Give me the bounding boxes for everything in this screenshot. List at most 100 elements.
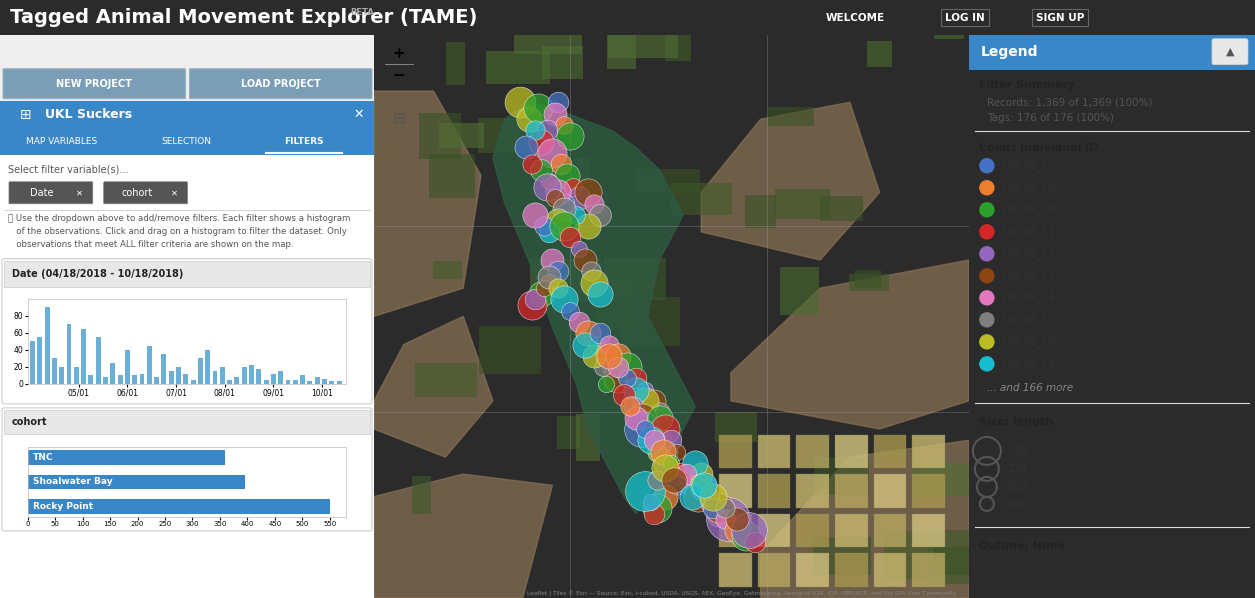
Point xyxy=(709,509,729,518)
Bar xyxy=(110,362,115,384)
Point xyxy=(525,295,545,304)
Point xyxy=(542,148,562,158)
Point xyxy=(622,402,643,411)
Text: Records: 1,369 of 1,369 (100%): Records: 1,369 of 1,369 (100%) xyxy=(986,97,1152,108)
Bar xyxy=(814,457,870,495)
Point xyxy=(646,475,666,484)
Point xyxy=(655,463,675,473)
Point xyxy=(715,503,735,512)
Bar xyxy=(596,279,633,329)
Point xyxy=(692,481,712,490)
Text: ... and 166 more: ... and 166 more xyxy=(986,383,1073,393)
Point xyxy=(655,458,675,468)
Text: observations that meet ALL filter criteria are shown on the map.: observations that meet ALL filter criter… xyxy=(8,240,294,249)
Point xyxy=(635,396,655,405)
Bar xyxy=(51,358,56,384)
Point xyxy=(709,503,729,512)
Circle shape xyxy=(980,158,994,173)
Point xyxy=(640,424,660,434)
Bar xyxy=(873,435,906,468)
Point xyxy=(703,503,723,512)
Bar xyxy=(446,41,466,85)
Point xyxy=(516,142,536,152)
Bar xyxy=(103,377,108,384)
Text: 180: 180 xyxy=(1007,499,1027,509)
Bar xyxy=(884,530,930,579)
Bar xyxy=(576,414,600,461)
Point xyxy=(700,492,720,501)
Text: ✕: ✕ xyxy=(354,108,364,121)
Bar xyxy=(176,367,181,384)
Point xyxy=(596,351,616,361)
Point xyxy=(542,255,562,265)
Circle shape xyxy=(980,181,994,195)
Bar xyxy=(323,379,326,384)
Text: UKL Suckers: UKL Suckers xyxy=(45,108,132,121)
FancyBboxPatch shape xyxy=(104,182,187,204)
Bar xyxy=(835,514,867,547)
Point xyxy=(644,396,664,405)
Point xyxy=(727,514,747,524)
Bar xyxy=(821,196,863,221)
Point xyxy=(548,267,569,276)
Bar xyxy=(744,195,777,228)
Bar xyxy=(719,514,752,547)
Bar xyxy=(4,261,370,287)
Point xyxy=(727,526,747,535)
FancyBboxPatch shape xyxy=(3,69,186,99)
Point xyxy=(653,447,673,456)
Text: 150.38_1: 150.38_1 xyxy=(1001,160,1049,171)
Point xyxy=(735,531,756,541)
Point xyxy=(635,385,655,394)
Bar xyxy=(665,18,692,60)
Text: cohort: cohort xyxy=(13,417,48,427)
Bar xyxy=(719,553,752,587)
Point xyxy=(744,537,764,547)
Point xyxy=(590,210,610,219)
Text: cohort: cohort xyxy=(120,188,152,198)
Bar xyxy=(271,374,276,384)
Point xyxy=(650,413,670,423)
Point xyxy=(631,413,651,423)
Point xyxy=(533,221,553,231)
Text: 150.38_15: 150.38_15 xyxy=(1001,315,1055,325)
Bar xyxy=(300,376,305,384)
Bar xyxy=(329,382,334,384)
Circle shape xyxy=(980,291,994,305)
Point xyxy=(540,272,560,282)
Text: SELECTION: SELECTION xyxy=(162,138,212,147)
Bar xyxy=(562,158,589,183)
Bar xyxy=(531,260,601,301)
Point xyxy=(607,374,628,383)
Circle shape xyxy=(980,225,994,239)
Point xyxy=(563,182,584,191)
Bar xyxy=(28,450,226,465)
Point xyxy=(650,407,670,417)
Text: 150.38_14: 150.38_14 xyxy=(1001,292,1055,303)
Point xyxy=(566,210,586,219)
Text: TNC: TNC xyxy=(33,453,54,462)
Point xyxy=(560,306,580,316)
Text: 150.38_10: 150.38_10 xyxy=(1001,182,1055,193)
Bar xyxy=(286,380,290,384)
Circle shape xyxy=(980,313,994,327)
Bar xyxy=(95,337,100,384)
Text: ▲: ▲ xyxy=(1226,47,1234,57)
Bar xyxy=(264,380,269,384)
Polygon shape xyxy=(374,91,481,316)
Point xyxy=(655,492,675,501)
Bar xyxy=(912,474,945,508)
Bar xyxy=(82,328,87,384)
Bar xyxy=(797,435,830,468)
Point xyxy=(540,227,560,237)
Bar xyxy=(478,325,541,374)
Point xyxy=(557,171,577,181)
Point xyxy=(555,199,575,209)
Point xyxy=(668,447,688,456)
Text: LOG IN: LOG IN xyxy=(945,13,985,23)
Point xyxy=(727,526,747,535)
Point xyxy=(592,362,612,372)
Bar xyxy=(719,474,752,508)
Bar xyxy=(419,113,461,158)
Bar xyxy=(118,376,123,384)
